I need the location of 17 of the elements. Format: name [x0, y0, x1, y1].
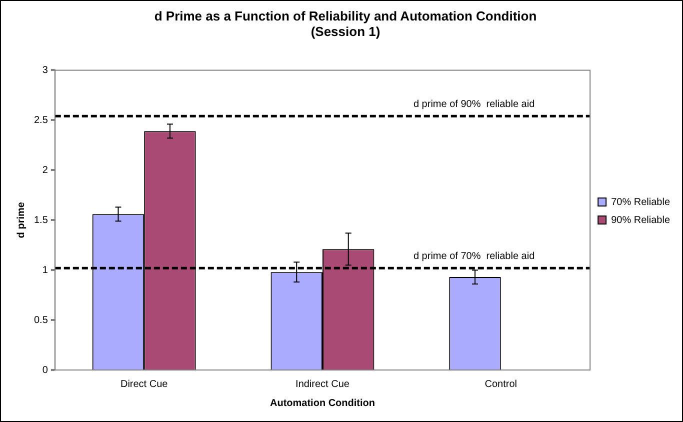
y-tick-label: 2 — [42, 164, 48, 176]
y-tick-label: 0 — [42, 364, 48, 376]
y-tick-label: 0.5 — [34, 314, 48, 326]
x-tick-label: Direct Cue — [120, 378, 168, 390]
chart-title: d Prime as a Function of Reliability and Automation Condition (Session 1) — [154, 8, 537, 39]
x-tick-label: Control — [484, 378, 518, 390]
x-tick-label: Indirect Cue — [296, 378, 350, 390]
y-tick-label: 2.5 — [34, 114, 48, 126]
legend-label: 90% Reliable — [611, 214, 670, 226]
y-tick-label: 3 — [42, 64, 48, 76]
ref-line-label: d prime of 90% reliable aid — [413, 98, 535, 110]
ref-line-label: d prime of 70% reliable aid — [413, 250, 535, 262]
legend-label: 70% Reliable — [611, 196, 670, 208]
y-tick-label: 1 — [42, 264, 48, 276]
y-tick-label: 1.5 — [34, 214, 48, 226]
x-axis-title: Automation Condition — [270, 398, 375, 409]
y-axis-title: d prime — [16, 202, 27, 238]
